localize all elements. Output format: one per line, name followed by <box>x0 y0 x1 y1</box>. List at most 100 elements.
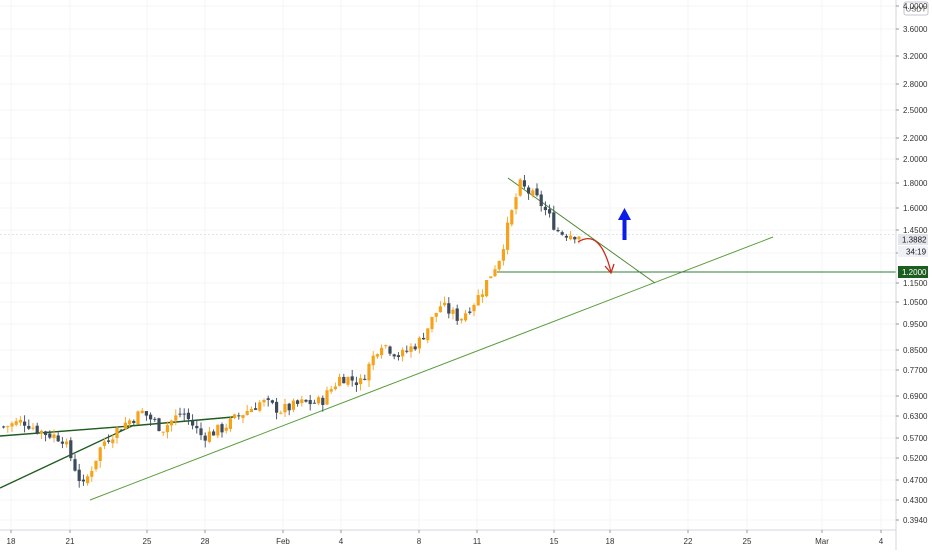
candle-body <box>107 440 111 442</box>
y-tick-label: 1.6000 <box>903 204 928 213</box>
candle-body <box>136 411 140 425</box>
currency-badge[interactable]: USDT <box>903 1 929 16</box>
annotations <box>577 208 631 275</box>
breakdown-curved-arrow-icon <box>577 237 615 275</box>
x-tick-label: 4 <box>879 537 884 546</box>
candle-body <box>426 328 430 341</box>
candle-body <box>409 346 413 352</box>
candle-body <box>401 349 405 357</box>
candle-body <box>443 302 447 306</box>
candle-body <box>153 418 157 420</box>
candle-body <box>422 337 426 340</box>
candle-body <box>531 190 535 196</box>
candle-body <box>241 415 245 418</box>
candle-body <box>506 222 510 250</box>
last-price-box <box>898 234 928 245</box>
y-tick-label: 3.6000 <box>903 25 928 34</box>
candle-body <box>98 447 102 461</box>
candle-body <box>132 420 136 423</box>
candle-body <box>485 280 489 297</box>
candle-body <box>556 229 560 232</box>
candle-body <box>548 209 552 214</box>
candle-body <box>317 397 321 404</box>
candle-body <box>174 415 178 421</box>
candle-body <box>388 346 392 354</box>
candle-body <box>367 363 371 381</box>
candle-body <box>149 414 153 420</box>
candle-body <box>430 316 434 330</box>
candle-body <box>90 470 94 477</box>
candle-body <box>296 400 300 404</box>
candle-body <box>396 355 400 358</box>
y-tick-label: 0.8500 <box>903 346 928 355</box>
candle-body <box>199 428 203 436</box>
candle-body <box>249 409 253 413</box>
countdown-box <box>898 246 928 257</box>
y-tick-label: 1.0500 <box>903 298 928 307</box>
y-tick-label: 2.2000 <box>903 134 928 143</box>
candle-body <box>476 295 480 306</box>
candle-body <box>144 411 148 416</box>
x-tick-label: 21 <box>66 537 75 546</box>
candle-body <box>392 354 396 357</box>
candle-body <box>304 399 308 402</box>
candle-body <box>543 206 547 211</box>
candle-body <box>375 354 379 357</box>
countdown-text: 34:19 <box>906 248 927 257</box>
arrow-shaft <box>622 218 627 240</box>
candle-body <box>312 402 316 404</box>
candle-body <box>501 249 505 261</box>
candle-body <box>510 210 514 225</box>
x-tick-label: Feb <box>276 537 290 546</box>
candle-body <box>569 235 573 240</box>
candle-body <box>27 425 31 429</box>
support-level-text: 1.2000 <box>902 268 927 277</box>
y-tick-label: 2.0000 <box>903 155 928 164</box>
candle-body <box>48 433 52 438</box>
y-tick-label: 0.5700 <box>903 434 928 443</box>
last-price-label: 1.3882 <box>898 234 928 245</box>
candle-body <box>212 431 216 436</box>
y-tick-label: 1.8000 <box>903 179 928 188</box>
price-labels: 1.3882 34:19 1.2000 <box>898 234 928 278</box>
candle-body <box>417 337 421 349</box>
trendlines <box>0 177 896 501</box>
y-tick-label: 2.5000 <box>903 106 928 115</box>
candle-body <box>31 427 35 429</box>
candle-body <box>464 313 468 321</box>
y-tick-label: 1.4500 <box>903 226 928 235</box>
candle-body <box>207 431 211 442</box>
candle-body <box>380 347 384 356</box>
candle-body <box>115 427 119 438</box>
candle-body <box>73 459 77 471</box>
candle-body <box>371 355 375 366</box>
x-tick-label: 25 <box>743 537 752 546</box>
y-tick-label: 2.8000 <box>903 80 928 89</box>
candle-body <box>560 232 564 235</box>
candle-body <box>291 400 295 410</box>
candle-body <box>535 188 539 196</box>
candle-body <box>552 212 556 230</box>
candle-body <box>14 421 18 425</box>
candle-body <box>480 294 484 297</box>
candle-body <box>18 419 22 423</box>
candle-body <box>321 397 325 405</box>
currency-badge-box <box>903 1 929 16</box>
time-axis[interactable]: 18 21 25 28 Feb 4 8 11 15 18 22 25 Mar 4 <box>0 529 896 546</box>
candle-body <box>69 440 73 459</box>
candle-body <box>2 426 6 428</box>
x-tick-label: 15 <box>550 537 559 546</box>
candle-body <box>493 269 497 277</box>
candle-body <box>573 236 577 240</box>
candle-body <box>86 476 90 484</box>
candle-body <box>216 424 220 436</box>
candle-body <box>308 400 312 405</box>
early-support-line <box>0 425 133 489</box>
candle-body <box>220 424 224 433</box>
x-tick-label: 28 <box>201 537 210 546</box>
y-tick-label: 0.5200 <box>903 454 928 463</box>
candle-body <box>354 382 358 386</box>
candle-body <box>140 410 144 414</box>
